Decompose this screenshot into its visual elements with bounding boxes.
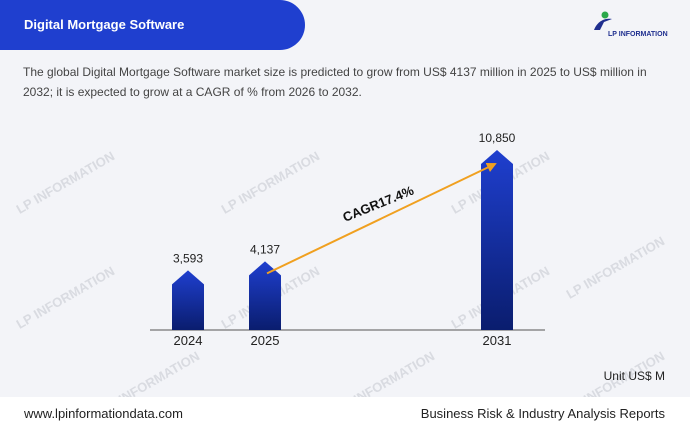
- bar-2031: [481, 150, 513, 330]
- lp-logo: LP INFORMATION: [591, 10, 671, 42]
- cagr-arrow: [266, 162, 497, 275]
- lp-logo-icon: [594, 11, 612, 30]
- value-label-2025: 4,137: [250, 242, 280, 256]
- unit-label: Unit US$ M: [603, 369, 665, 383]
- page-title: Digital Mortgage Software: [24, 17, 185, 32]
- value-label-2031: 10,850: [479, 131, 516, 145]
- footer-tagline: Business Risk & Industry Analysis Report…: [420, 406, 665, 421]
- category-label-2025: 2025: [251, 333, 280, 348]
- market-description: The global Digital Mortgage Software mar…: [23, 65, 647, 99]
- category-label-2024: 2024: [174, 333, 203, 348]
- website-link[interactable]: www.lpinformationdata.com: [24, 406, 183, 421]
- bar-2025: [249, 261, 281, 330]
- category-label-2031: 2031: [483, 333, 512, 348]
- value-label-2024: 3,593: [173, 251, 203, 265]
- cagr-label: CAGR17.4%: [341, 183, 417, 225]
- footer: www.lpinformationdata.com Business Risk …: [0, 397, 690, 431]
- header-bar: Digital Mortgage Software: [0, 0, 305, 50]
- logo-text: LP INFORMATION: [608, 31, 668, 38]
- bar-2024: [172, 270, 204, 330]
